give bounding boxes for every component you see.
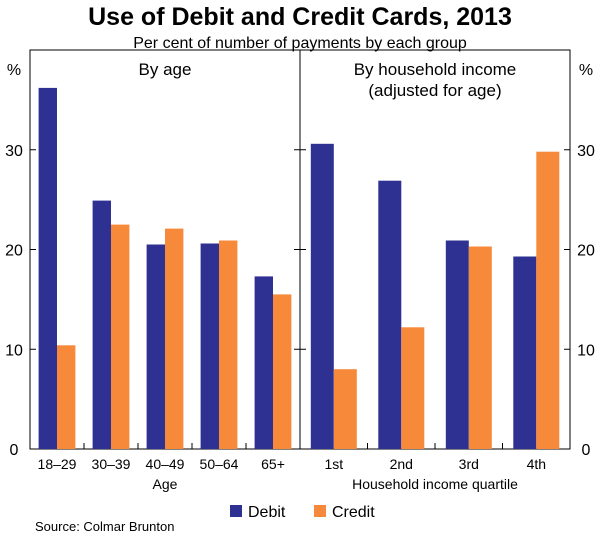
x-tick-label: 18–29 xyxy=(38,456,77,472)
bar-credit-50–64 xyxy=(219,240,238,449)
x-tick-label: 3rd xyxy=(459,456,479,472)
bar-debit-65+ xyxy=(254,276,273,449)
bar-credit-40–49 xyxy=(165,228,184,449)
x-tick-label: 65+ xyxy=(261,456,285,472)
panel-income-title-line2: (adjusted for age) xyxy=(368,81,501,100)
bar-debit-2nd xyxy=(378,180,402,449)
y-tick-label-right: 20 xyxy=(577,243,595,260)
bar-credit-65+ xyxy=(273,294,292,449)
legend-debit-label: Debit xyxy=(248,504,286,521)
bars-layer xyxy=(38,87,560,450)
x-axis-label-age: Age xyxy=(153,476,178,492)
y-tick-label-right: 30 xyxy=(577,143,595,160)
bar-credit-1st xyxy=(333,369,357,449)
x-tick-label: 1st xyxy=(324,456,343,472)
category-labels: 18–29 30–39 40–49 50–64 65+ 1st 2nd 3rd 4th xyxy=(38,456,547,472)
bar-debit-50–64 xyxy=(200,243,219,449)
legend-debit-swatch xyxy=(230,505,242,517)
y-tick-label-left: 20 xyxy=(5,243,23,260)
bar-debit-1st xyxy=(310,143,334,450)
bar-debit-40–49 xyxy=(146,244,165,449)
bar-debit-18–29 xyxy=(38,87,57,450)
chart-title: Use of Debit and Credit Cards, 2013 xyxy=(88,3,512,31)
y-tick-label-left: 10 xyxy=(5,342,23,359)
legend-credit-label: Credit xyxy=(332,504,375,521)
y-tick-label-right: 10 xyxy=(577,342,595,359)
bar-credit-30–39 xyxy=(111,224,130,449)
bar-credit-3rd xyxy=(468,246,492,449)
y-unit-left: % xyxy=(7,62,21,79)
legend-credit-swatch xyxy=(314,505,326,517)
chart-subtitle: Per cent of number of payments by each g… xyxy=(133,35,467,52)
x-tick-label: 2nd xyxy=(390,456,413,472)
x-tick-label: 30–39 xyxy=(92,456,131,472)
source-note: Source: Colmar Brunton xyxy=(35,519,174,534)
y-unit-right: % xyxy=(579,62,593,79)
y-tick-label-left: 0 xyxy=(10,442,19,459)
panel-age-title: By age xyxy=(139,60,192,79)
x-tick-label: 4th xyxy=(527,456,546,472)
bar-credit-4th xyxy=(536,151,560,449)
bar-credit-2nd xyxy=(401,327,425,449)
bar-debit-4th xyxy=(513,256,537,449)
ticks-layer: 0 0 10 10 20 20 30 30 xyxy=(5,143,595,459)
bar-debit-30–39 xyxy=(92,200,111,449)
bar-credit-18–29 xyxy=(57,345,76,449)
x-axis-label-income: Household income quartile xyxy=(352,476,518,492)
x-tick-label: 40–49 xyxy=(146,456,185,472)
panel-income-title-line1: By household income xyxy=(354,60,517,79)
bar-debit-3rd xyxy=(445,240,469,449)
y-tick-label-right: 0 xyxy=(582,442,591,459)
x-tick-label: 50–64 xyxy=(200,456,239,472)
y-tick-label-left: 30 xyxy=(5,143,23,160)
